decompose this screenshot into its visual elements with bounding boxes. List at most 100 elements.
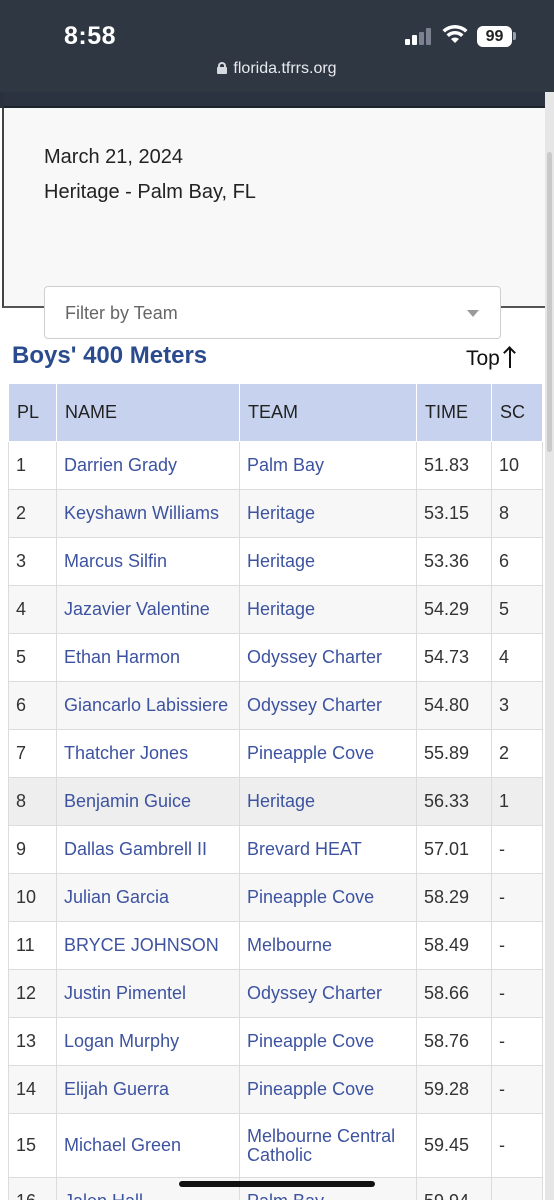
athlete-link[interactable]: Jazavier Valentine [56,585,240,634]
place-cell: 5 [8,633,57,682]
score-cell: - [491,969,543,1018]
page-scrollbar[interactable] [545,92,554,1200]
col-header-time[interactable]: TIME [416,383,492,442]
athlete-link[interactable]: Benjamin Guice [56,777,240,826]
score-cell: 4 [491,633,543,682]
athlete-link[interactable]: Dallas Gambrell II [56,825,240,874]
table-row: 2 Keyshawn Williams Heritage 53.15 8 [8,489,543,538]
meet-date: March 21, 2024 [44,146,183,168]
score-cell: 8 [491,489,543,538]
time-cell: 54.73 [416,633,492,682]
place-cell: 11 [8,921,57,970]
url-text: florida.tfrrs.org [233,60,337,77]
team-link[interactable]: Odyssey Charter [239,633,417,682]
team-link[interactable]: Pineapple Cove [239,729,417,778]
place-cell: 16 [8,1177,57,1200]
team-link[interactable]: Odyssey Charter [239,969,417,1018]
athlete-link[interactable]: Elijah Guerra [56,1065,240,1114]
wifi-icon [442,24,468,43]
table-row: 11 BRYCE JOHNSON Melbourne 58.49 - [8,921,543,970]
time-cell: 53.15 [416,489,492,538]
athlete-link[interactable]: Keyshawn Williams [56,489,240,538]
time-cell: 53.36 [416,537,492,586]
athlete-link[interactable]: BRYCE JOHNSON [56,921,240,970]
place-cell: 10 [8,873,57,922]
table-row: 15 Michael Green Melbourne Central Catho… [8,1113,543,1178]
table-row: 5 Ethan Harmon Odyssey Charter 54.73 4 [8,633,543,682]
team-link[interactable]: Pineapple Cove [239,1017,417,1066]
col-header-name[interactable]: NAME [56,383,240,442]
team-link[interactable]: Palm Bay [239,441,417,490]
team-link[interactable]: Melbourne [239,921,417,970]
meet-location: Heritage - Palm Bay, FL [44,181,256,203]
col-header-team[interactable]: TEAM [239,383,417,442]
status-time: 8:58 [64,22,117,50]
col-header-pl[interactable]: PL [8,383,57,442]
athlete-link[interactable]: Darrien Grady [56,441,240,490]
top-link-label: Top [466,347,500,370]
time-cell: 59.45 [416,1113,492,1178]
time-cell: 56.33 [416,777,492,826]
ios-status-bar: 8:58 99 florida.tfrrs.org [0,0,554,92]
team-link[interactable]: Melbourne Central Catholic [239,1113,417,1178]
web-page: March 21, 2024 Heritage - Palm Bay, FL F… [0,92,554,1200]
athlete-link[interactable]: Marcus Silfin [56,537,240,586]
athlete-link[interactable]: Ethan Harmon [56,633,240,682]
team-link[interactable]: Pineapple Cove [239,873,417,922]
score-cell: 6 [491,537,543,586]
score-cell: 2 [491,729,543,778]
time-cell: 51.83 [416,441,492,490]
time-cell: 58.66 [416,969,492,1018]
score-cell: 1 [491,777,543,826]
table-row: 3 Marcus Silfin Heritage 53.36 6 [8,537,543,586]
team-link[interactable]: Brevard HEAT [239,825,417,874]
team-link[interactable]: Heritage [239,777,417,826]
battery-icon: 99 [477,26,512,47]
chevron-down-icon [467,310,479,317]
scrollbar-thumb[interactable] [547,152,552,452]
time-cell: 54.80 [416,681,492,730]
home-indicator[interactable] [179,1181,375,1187]
table-row: 12 Justin Pimentel Odyssey Charter 58.66… [8,969,543,1018]
athlete-link[interactable]: Logan Murphy [56,1017,240,1066]
team-link[interactable]: Heritage [239,537,417,586]
team-link-text: Melbourne Central Catholic [247,1125,396,1165]
lock-icon [217,62,228,74]
address-bar[interactable]: florida.tfrrs.org [0,60,554,78]
score-cell: - [491,1065,543,1114]
table-row: 4 Jazavier Valentine Heritage 54.29 5 [8,585,543,634]
time-cell: 54.29 [416,585,492,634]
athlete-link[interactable]: Thatcher Jones [56,729,240,778]
place-cell: 9 [8,825,57,874]
place-cell: 15 [8,1113,57,1178]
top-link[interactable]: Top [466,343,516,371]
battery-tip [513,32,516,40]
score-cell: - [491,873,543,922]
athlete-link[interactable]: Giancarlo Labissiere [56,681,240,730]
table-row: 14 Elijah Guerra Pineapple Cove 59.28 - [8,1065,543,1114]
place-cell: 7 [8,729,57,778]
place-cell: 1 [8,441,57,490]
score-cell: - [491,825,543,874]
place-cell: 3 [8,537,57,586]
time-cell: 58.29 [416,873,492,922]
place-cell: 2 [8,489,57,538]
table-row: 8 Benjamin Guice Heritage 56.33 1 [8,777,543,826]
time-cell: 58.76 [416,1017,492,1066]
place-cell: 14 [8,1065,57,1114]
score-cell: - [491,1113,543,1178]
results-table: PL NAME TEAM TIME SC 1 Darrien Grady Pal… [8,383,543,1200]
athlete-link[interactable]: Michael Green [56,1113,240,1178]
col-header-sc[interactable]: SC [491,383,543,442]
team-link[interactable]: Heritage [239,585,417,634]
team-link[interactable]: Pineapple Cove [239,1065,417,1114]
table-row: 1 Darrien Grady Palm Bay 51.83 10 [8,441,543,490]
filter-by-team-select[interactable]: Filter by Team [44,286,501,339]
athlete-link[interactable]: Julian Garcia [56,873,240,922]
athlete-link[interactable]: Justin Pimentel [56,969,240,1018]
time-cell: 59.94 [416,1177,492,1200]
team-link[interactable]: Heritage [239,489,417,538]
team-link[interactable]: Odyssey Charter [239,681,417,730]
table-header-row: PL NAME TEAM TIME SC [8,383,543,442]
score-cell: - [491,1177,543,1200]
